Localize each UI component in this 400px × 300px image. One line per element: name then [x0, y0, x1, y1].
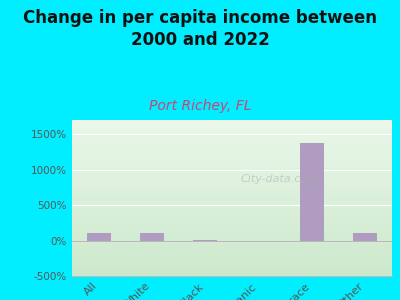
Text: Port Richey, FL: Port Richey, FL [149, 99, 251, 113]
Text: Change in per capita income between
2000 and 2022: Change in per capita income between 2000… [23, 9, 377, 49]
Bar [140, 233, 164, 241]
Bar [193, 240, 217, 241]
Bar [353, 233, 377, 241]
Text: City-data.com: City-data.com [241, 174, 319, 184]
Bar [300, 143, 324, 241]
Bar [87, 233, 111, 241]
